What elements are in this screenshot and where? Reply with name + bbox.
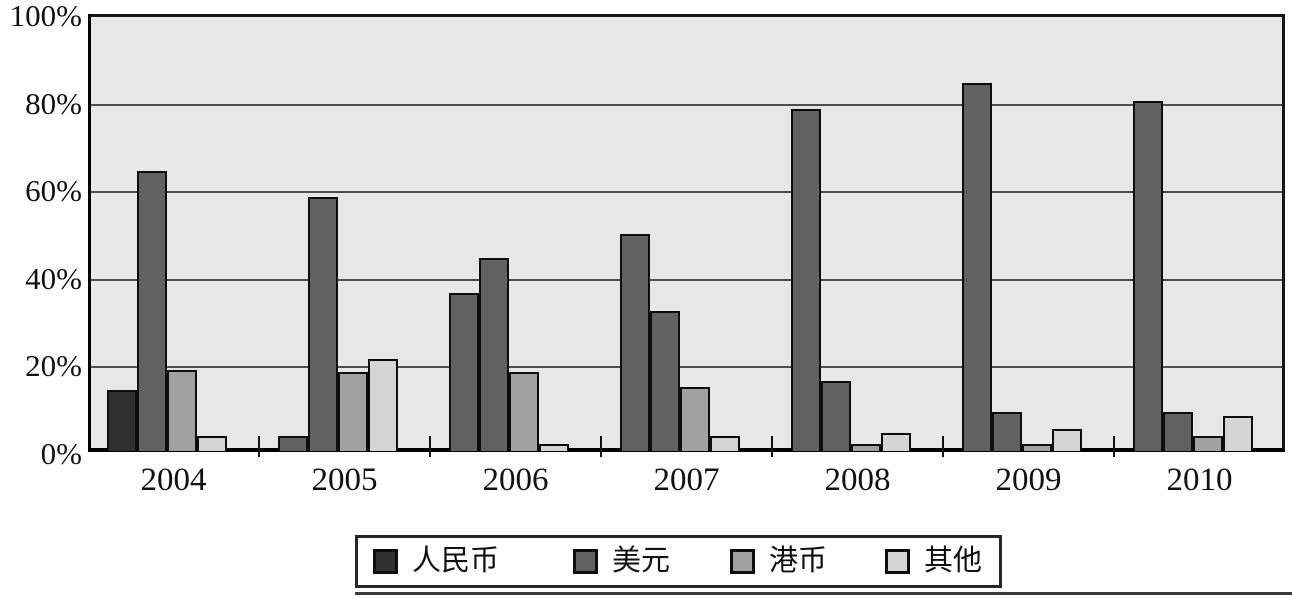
x-axis-tick	[942, 436, 944, 457]
bar-2007-s1	[650, 310, 680, 451]
x-axis-tick	[258, 436, 260, 457]
legend-label: 人民币	[412, 545, 500, 577]
bar-2010-s3	[1223, 415, 1253, 451]
y-axis-label: 0%	[40, 436, 82, 471]
legend-item: 美元	[573, 538, 670, 585]
legend-item: 其他	[885, 538, 982, 585]
bar-2008-s0	[791, 109, 821, 451]
bar-2004-s2	[167, 369, 197, 451]
gridline	[91, 366, 1282, 369]
x-axis-tick	[600, 436, 602, 457]
x-axis-label: 2007	[653, 462, 720, 498]
legend-label: 美元	[612, 545, 671, 577]
bar-2005-s1	[308, 196, 338, 451]
gridline	[91, 191, 1282, 194]
bar-2008-s3	[881, 433, 911, 451]
bar-2007-s2	[680, 387, 710, 451]
legend-label: 其他	[924, 545, 983, 577]
bar-2010-s1	[1163, 411, 1193, 451]
bar-2005-s0	[278, 435, 308, 451]
plot-area	[88, 14, 1285, 457]
legend-item: 人民币	[373, 538, 499, 585]
y-axis-label: 100%	[9, 0, 82, 33]
y-axis-label: 80%	[25, 85, 82, 121]
bar-2007-s3	[710, 435, 740, 451]
gridline	[91, 103, 1282, 106]
bar-2004-s1	[137, 170, 167, 451]
x-axis-label: 2008	[824, 462, 891, 498]
y-axis-label: 40%	[25, 260, 82, 296]
gridline	[91, 278, 1282, 281]
x-axis-label: 2006	[482, 462, 549, 498]
bar-2005-s3	[368, 359, 398, 451]
legend-swatch-icon	[373, 549, 398, 574]
legend: 人民币 美元 港币 其他	[355, 535, 1002, 588]
x-axis-tick	[1113, 436, 1115, 457]
bar-2006-s0	[449, 293, 479, 451]
legend-swatch-icon	[730, 549, 755, 574]
bar-2004-s3	[197, 435, 227, 451]
legend-swatch-icon	[573, 549, 598, 574]
bar-2007-s0	[620, 234, 650, 451]
x-axis-tick	[771, 436, 773, 457]
bar-2008-s2	[851, 444, 881, 451]
bar-2004-s0	[107, 389, 137, 451]
bar-2009-s3	[1052, 429, 1082, 451]
bar-2010-s0	[1133, 100, 1163, 451]
legend-item: 港币	[730, 538, 827, 585]
bar-2009-s1	[992, 411, 1022, 451]
bottom-rule	[355, 592, 1292, 595]
bar-2006-s3	[539, 444, 569, 451]
x-axis-label: 2010	[1166, 462, 1233, 498]
legend-swatch-icon	[885, 549, 910, 574]
bar-2006-s2	[509, 372, 539, 451]
y-axis-label: 20%	[25, 348, 82, 384]
legend-label: 港币	[769, 545, 828, 577]
bar-2008-s1	[821, 380, 851, 451]
y-axis-label: 60%	[25, 173, 82, 209]
x-axis-label: 2009	[995, 462, 1062, 498]
bar-2009-s0	[962, 83, 992, 451]
x-axis-label: 2005	[311, 462, 378, 498]
bar-2010-s2	[1193, 435, 1223, 451]
x-axis-tick	[429, 436, 431, 457]
bar-2005-s2	[338, 372, 368, 451]
bar-2009-s2	[1022, 444, 1052, 451]
x-axis-label: 2004	[140, 462, 207, 498]
bar-2006-s1	[479, 258, 509, 451]
